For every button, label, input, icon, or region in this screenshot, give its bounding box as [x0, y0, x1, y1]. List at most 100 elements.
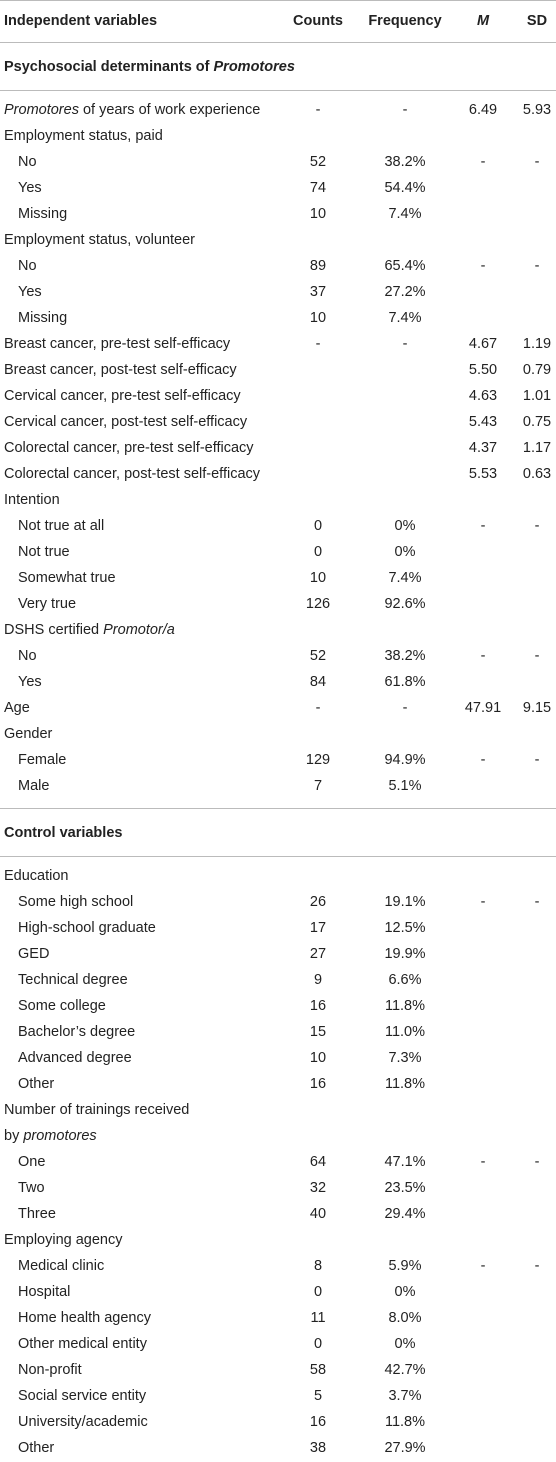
row-cell: 16: [309, 1414, 327, 1430]
row-cell: 38.2%: [384, 154, 426, 170]
text-part: DSHS certified: [4, 622, 104, 638]
row-label: Other: [18, 1076, 55, 1092]
row-cell: 17: [309, 920, 327, 936]
row-cell: 1.17: [522, 440, 552, 456]
row-cell: -: [534, 752, 540, 768]
header-cell: Independent variables: [4, 13, 158, 29]
row-label: Yes: [18, 180, 42, 196]
row-cell: 52: [309, 648, 327, 664]
row-label: Hospital: [18, 1284, 71, 1300]
row-cell: 10: [309, 570, 327, 586]
row-cell: 61.8%: [384, 674, 426, 690]
row-cell: 16: [309, 998, 327, 1014]
row-cell: -: [402, 102, 408, 118]
row-cell: -: [534, 1258, 540, 1274]
row-cell: 5.93: [522, 102, 552, 118]
row-cell: 84: [309, 674, 327, 690]
row-label: No: [18, 258, 37, 274]
row-label: No: [18, 648, 37, 664]
row-cell: 5.53: [468, 466, 498, 482]
row-label: Age: [4, 700, 30, 716]
text-part: by: [4, 1128, 24, 1144]
row-cell: -: [534, 894, 540, 910]
row-cell: 11.8%: [384, 1414, 426, 1430]
row-cell: 7: [313, 778, 323, 794]
row-cell: 38: [309, 1440, 327, 1456]
row-label: Intention: [4, 492, 60, 508]
row-cell: -: [480, 752, 486, 768]
row-label: Non-profit: [18, 1362, 82, 1378]
row-cell: 0%: [394, 1336, 416, 1352]
row-label: Yes: [18, 674, 42, 690]
row-cell: -: [315, 700, 321, 716]
row-label: Not true at all: [18, 518, 105, 534]
row-label: by promotores: [4, 1127, 97, 1145]
row-label: Colorectal cancer, pre-test self-efficac…: [4, 440, 254, 456]
row-cell: -: [534, 1154, 540, 1170]
row-cell: 1.01: [522, 388, 552, 404]
row-label: Two: [18, 1180, 45, 1196]
row-cell: 8: [313, 1258, 323, 1274]
row-label: University/academic: [18, 1414, 148, 1430]
row-cell: 0.79: [522, 362, 552, 378]
row-cell: 3.7%: [388, 1388, 422, 1404]
row-cell: 37: [309, 284, 327, 300]
row-cell: -: [480, 1154, 486, 1170]
row-cell: -: [534, 258, 540, 274]
row-cell: 9.15: [522, 700, 552, 716]
row-cell: 11.8%: [384, 1076, 426, 1092]
row-cell: -: [402, 336, 408, 352]
row-cell: 52: [309, 154, 327, 170]
row-label: Some high school: [18, 894, 134, 910]
row-label: Promotores of years of work experience: [4, 101, 260, 119]
row-cell: 4.67: [468, 336, 498, 352]
row-cell: 4.37: [468, 440, 498, 456]
row-cell: 0.75: [522, 414, 552, 430]
row-cell: 64: [309, 1154, 327, 1170]
row-label: Employment status, volunteer: [4, 232, 196, 248]
row-cell: 8.0%: [388, 1310, 422, 1326]
row-cell: 29.4%: [384, 1206, 426, 1222]
row-cell: -: [534, 518, 540, 534]
row-cell: -: [480, 258, 486, 274]
row-cell: 16: [309, 1076, 327, 1092]
row-cell: 9: [313, 972, 323, 988]
row-cell: -: [480, 648, 486, 664]
row-cell: 0.63: [522, 466, 552, 482]
row-label: Not true: [18, 544, 70, 560]
row-cell: 38.2%: [384, 648, 426, 664]
row-cell: 0%: [394, 518, 416, 534]
row-cell: 10: [309, 1050, 327, 1066]
row-label: Female: [18, 752, 67, 768]
row-label: Other: [18, 1440, 55, 1456]
row-cell: -: [315, 336, 321, 352]
row-label: GED: [18, 946, 50, 962]
text-part: Psychosocial determinants of: [4, 59, 214, 75]
row-cell: -: [480, 894, 486, 910]
row-label: Missing: [18, 310, 68, 326]
row-cell: 6.6%: [388, 972, 422, 988]
row-cell: 23.5%: [384, 1180, 426, 1196]
header-cell: SD: [526, 13, 548, 29]
row-label: Employment status, paid: [4, 128, 163, 144]
row-cell: 10: [309, 310, 327, 326]
row-cell: 54.4%: [384, 180, 426, 196]
row-label: Breast cancer, pre-test self-efficacy: [4, 336, 231, 352]
row-cell: 4.63: [468, 388, 498, 404]
row-cell: 0%: [394, 544, 416, 560]
row-label: Very true: [18, 596, 77, 612]
text-part: Promotores: [213, 59, 295, 75]
row-cell: 19.9%: [384, 946, 426, 962]
row-cell: 47.91: [464, 700, 502, 716]
row-cell: 26: [309, 894, 327, 910]
rule-line: [0, 856, 556, 857]
row-label: Somewhat true: [18, 570, 116, 586]
row-label: Gender: [4, 726, 53, 742]
row-cell: 89: [309, 258, 327, 274]
row-cell: 5.9%: [388, 1258, 422, 1274]
row-cell: -: [534, 154, 540, 170]
text-part: of years of work experience: [78, 102, 261, 118]
row-label: No: [18, 154, 37, 170]
header-cell: Counts: [293, 13, 343, 29]
row-label: High-school graduate: [18, 920, 156, 936]
